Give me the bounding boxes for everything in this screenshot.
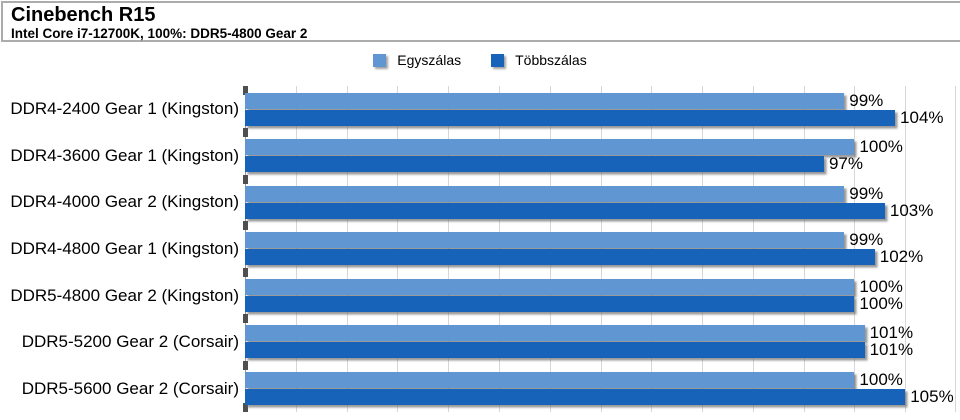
- gridline: [397, 86, 399, 412]
- single-thread-swatch-icon: [373, 53, 387, 67]
- bar-multi-thread: [245, 342, 865, 359]
- bar-single-thread: [245, 232, 845, 249]
- bar-single-thread: [245, 325, 865, 342]
- bar-single-thread: [245, 139, 855, 156]
- bar-value-label: 101%: [869, 340, 914, 360]
- bar-multi-thread: [245, 109, 896, 126]
- bar-single-thread: [245, 371, 855, 388]
- multi-thread-swatch-icon: [491, 53, 505, 67]
- bar-value-label: 100%: [859, 293, 903, 313]
- gridline: [854, 86, 856, 412]
- bar-value-label: 100%: [859, 369, 903, 389]
- gridline: [803, 86, 805, 412]
- category-tick: [243, 360, 248, 370]
- bar-value-label: 99%: [849, 183, 884, 203]
- bar-value-label: 104%: [900, 107, 944, 127]
- category-tick: [243, 86, 248, 95]
- bar-multi-thread: [245, 388, 906, 405]
- bar-multi-thread: [245, 295, 855, 312]
- plot-area: 99% 104% 100% 97% 99% 103% 99% 102% 100% 100% 101%…: [243, 86, 956, 412]
- gridline: [448, 86, 450, 412]
- bar-value-label: 102%: [879, 247, 924, 267]
- bar-value-label: 103%: [889, 200, 934, 220]
- bar-single-thread: [245, 185, 845, 202]
- gridline: [498, 86, 500, 412]
- bar-value-label: 101%: [869, 323, 914, 343]
- category-label: DDR4-2400 Gear 1 (Kingston): [10, 99, 239, 119]
- legend-item-single-thread: Egyszálas: [373, 52, 461, 68]
- category-label: DDR4-4000 Gear 2 (Kingston): [10, 192, 239, 212]
- bar-single-thread: [245, 278, 855, 295]
- gridline: [600, 86, 602, 412]
- category-label: DDR4-3600 Gear 1 (Kingston): [10, 145, 239, 165]
- bar-multi-thread: [245, 156, 824, 173]
- gridline: [752, 86, 754, 412]
- bar-multi-thread: [245, 249, 875, 266]
- legend-label-single-thread: Egyszálas: [397, 52, 462, 68]
- bar-multi-thread: [245, 202, 885, 219]
- gridline: [905, 86, 907, 412]
- category-tick: [243, 221, 248, 231]
- legend-label-multi-thread: Többszálas: [515, 52, 587, 68]
- bar-value-label: 99%: [849, 90, 884, 110]
- category-tick: [243, 128, 248, 138]
- bar-value-label: 99%: [849, 230, 884, 250]
- bar-value-label: 100%: [859, 276, 903, 296]
- gridline: [549, 86, 551, 412]
- chart-subtitle: Intel Core i7-12700K, 100%: DDR5-4800 Ge…: [11, 26, 308, 41]
- category-label: DDR5-5600 Gear 2 (Corsair): [21, 378, 239, 398]
- chart-title-box: Cinebench R15 Intel Core i7-12700K, 100%…: [1, 1, 960, 42]
- bar-value-label: 105%: [910, 386, 954, 406]
- category-tick: [243, 174, 248, 184]
- category-label: DDR4-4800 Gear 1 (Kingston): [10, 238, 239, 258]
- category-tick: [243, 267, 248, 277]
- category-axis-labels: DDR4-2400 Gear 1 (Kingston) DDR4-3600 Gea…: [0, 86, 242, 412]
- gridline: [955, 86, 956, 412]
- gridline: [295, 86, 297, 412]
- bar-single-thread: [245, 92, 845, 109]
- category-tick: [243, 403, 248, 412]
- gridline: [702, 86, 704, 412]
- bar-value-label: 100%: [859, 137, 903, 157]
- category-label: DDR5-5200 Gear 2 (Corsair): [21, 332, 239, 352]
- legend-item-multi-thread: Többszálas: [491, 52, 587, 68]
- category-label: DDR5-4800 Gear 2 (Kingston): [10, 285, 239, 305]
- gridline: [651, 86, 653, 412]
- value-axis-line: [245, 86, 246, 412]
- bar-value-label: 97%: [828, 154, 863, 174]
- gridline: [346, 86, 348, 412]
- legend: Egyszálas Többszálas: [0, 52, 960, 68]
- chart-title: Cinebench R15: [11, 4, 156, 26]
- category-tick: [243, 314, 248, 324]
